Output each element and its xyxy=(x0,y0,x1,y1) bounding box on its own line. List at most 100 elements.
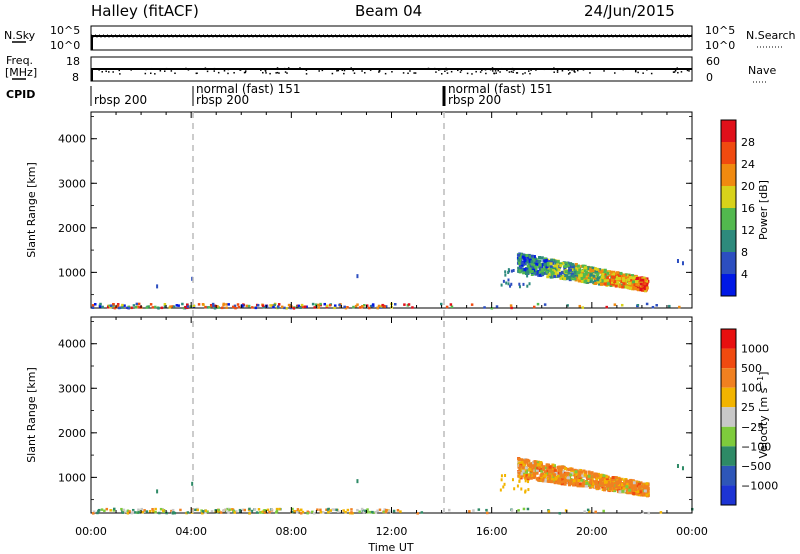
ground-scatter-cell xyxy=(445,305,449,309)
nave-point xyxy=(446,72,449,74)
echo-cell xyxy=(617,483,621,487)
ground-scatter-cell xyxy=(376,509,379,512)
echo-cell xyxy=(534,466,538,470)
echo-cell xyxy=(633,287,637,291)
ground-scatter-cell xyxy=(509,304,513,307)
ground-scatter-cell xyxy=(396,509,400,512)
nave-point xyxy=(529,72,531,75)
colorbar-tick-label: 100 xyxy=(741,382,762,395)
echo-cell xyxy=(641,285,645,289)
echo-cell xyxy=(564,467,568,471)
echo-cell xyxy=(575,473,579,477)
ground-scatter-cell xyxy=(219,511,223,514)
echo-cell xyxy=(530,262,534,266)
echo-cell xyxy=(560,477,564,481)
echo-cell xyxy=(520,261,524,265)
nave-point xyxy=(233,68,235,70)
ground-scatter-cell xyxy=(291,507,294,511)
echo-cell xyxy=(602,270,606,274)
colorbar-segment xyxy=(721,387,736,408)
echo-cell xyxy=(628,284,632,288)
echo-cell xyxy=(589,475,593,479)
echo-cell xyxy=(518,285,521,289)
echo-cell xyxy=(559,480,563,484)
colorbar-tick-label: −100 xyxy=(741,440,771,453)
ground-scatter-cell xyxy=(338,303,341,307)
echo-cell xyxy=(586,277,590,281)
nave-point xyxy=(343,72,345,75)
ground-scatter-cell xyxy=(363,304,366,307)
ground-scatter-cell xyxy=(151,507,154,511)
velocity-colorbar: 1000 500 100 25 −25 −100 −500 −1000 xyxy=(720,328,778,506)
echo-cell xyxy=(191,481,194,486)
ground-scatter-cell xyxy=(283,306,286,310)
ground-scatter-cell xyxy=(368,306,371,310)
echo-cell xyxy=(538,463,542,467)
ground-scatter-cell xyxy=(131,508,135,512)
echo-cell xyxy=(550,270,554,274)
ground-scatter-cell xyxy=(295,511,299,514)
nave-point xyxy=(528,70,530,72)
echo-cell xyxy=(631,282,635,286)
nave-point xyxy=(233,72,235,74)
nave-point xyxy=(145,68,147,71)
nave-label: Nave xyxy=(748,64,776,77)
ground-scatter-cell xyxy=(171,512,175,515)
echo-cell xyxy=(509,284,512,288)
colorbar-segment xyxy=(721,186,736,208)
ground-scatter-cell xyxy=(485,511,489,515)
ground-scatter-cell xyxy=(289,304,292,307)
ground-scatter-cell xyxy=(242,303,245,306)
echo-cell xyxy=(507,278,510,282)
echo-cell xyxy=(580,470,584,474)
echo-cell xyxy=(534,257,538,261)
echo-cell xyxy=(580,269,584,273)
echo-cell xyxy=(557,274,561,278)
echo-cell xyxy=(598,275,602,279)
ground-scatter-cell xyxy=(126,509,130,513)
ground-scatter-cell xyxy=(204,511,207,514)
echo-cell xyxy=(623,282,627,286)
echo-cell xyxy=(549,275,553,279)
echo-cell xyxy=(637,276,641,280)
ground-scatter-cell xyxy=(510,306,513,310)
ground-scatter-cell xyxy=(490,307,494,310)
ytick-label: 2000 xyxy=(58,427,86,440)
ground-scatter-cell xyxy=(321,511,325,514)
nave-point xyxy=(305,73,308,75)
echo-cell xyxy=(541,476,545,480)
nave-point xyxy=(336,70,338,72)
echo-cell xyxy=(540,468,544,472)
cpid-segment-5: rbsp 200 xyxy=(448,93,501,107)
cpid-segment-2: normal (fast) 151 xyxy=(196,82,300,96)
nave-point xyxy=(435,71,437,73)
nave-point xyxy=(286,72,288,74)
echo-cell xyxy=(518,461,522,465)
nave-point xyxy=(556,69,559,72)
ground-scatter-cell xyxy=(109,304,113,307)
ground-scatter-cell xyxy=(448,508,451,512)
echo-cell xyxy=(585,484,589,488)
echo-cell xyxy=(624,275,628,279)
echo-cell xyxy=(632,481,636,485)
echo-cell xyxy=(540,469,544,473)
echo-cell xyxy=(551,463,555,467)
ground-scatter-cell xyxy=(226,507,229,511)
echo-cell xyxy=(502,279,505,283)
echo-cell xyxy=(560,465,564,469)
ground-scatter-cell xyxy=(234,306,237,310)
echo-cell xyxy=(520,460,524,464)
echo-cell xyxy=(601,273,605,277)
echo-cell xyxy=(601,477,605,481)
echo-cell xyxy=(615,480,619,484)
ground-scatter-cell xyxy=(113,507,116,511)
echo-cell xyxy=(500,478,503,482)
ground-scatter-cell xyxy=(127,306,130,310)
echo-cell xyxy=(522,254,526,258)
nave-point xyxy=(556,71,559,73)
ground-scatter-cell xyxy=(485,508,488,512)
echo-cell xyxy=(556,260,560,264)
freq-ytick-left-top: 18 xyxy=(66,55,80,68)
nave-point xyxy=(378,70,381,72)
echo-cell xyxy=(530,265,534,269)
